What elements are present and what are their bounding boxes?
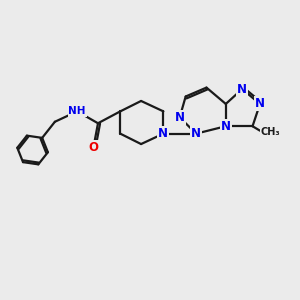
Text: N: N: [191, 127, 201, 140]
Text: N: N: [221, 120, 231, 133]
Text: N: N: [175, 111, 185, 124]
Text: NH: NH: [68, 106, 86, 116]
Text: CH₃: CH₃: [261, 127, 280, 136]
Text: N: N: [158, 127, 168, 140]
Text: N: N: [237, 82, 247, 96]
Text: O: O: [88, 140, 98, 154]
Text: N: N: [255, 98, 265, 110]
